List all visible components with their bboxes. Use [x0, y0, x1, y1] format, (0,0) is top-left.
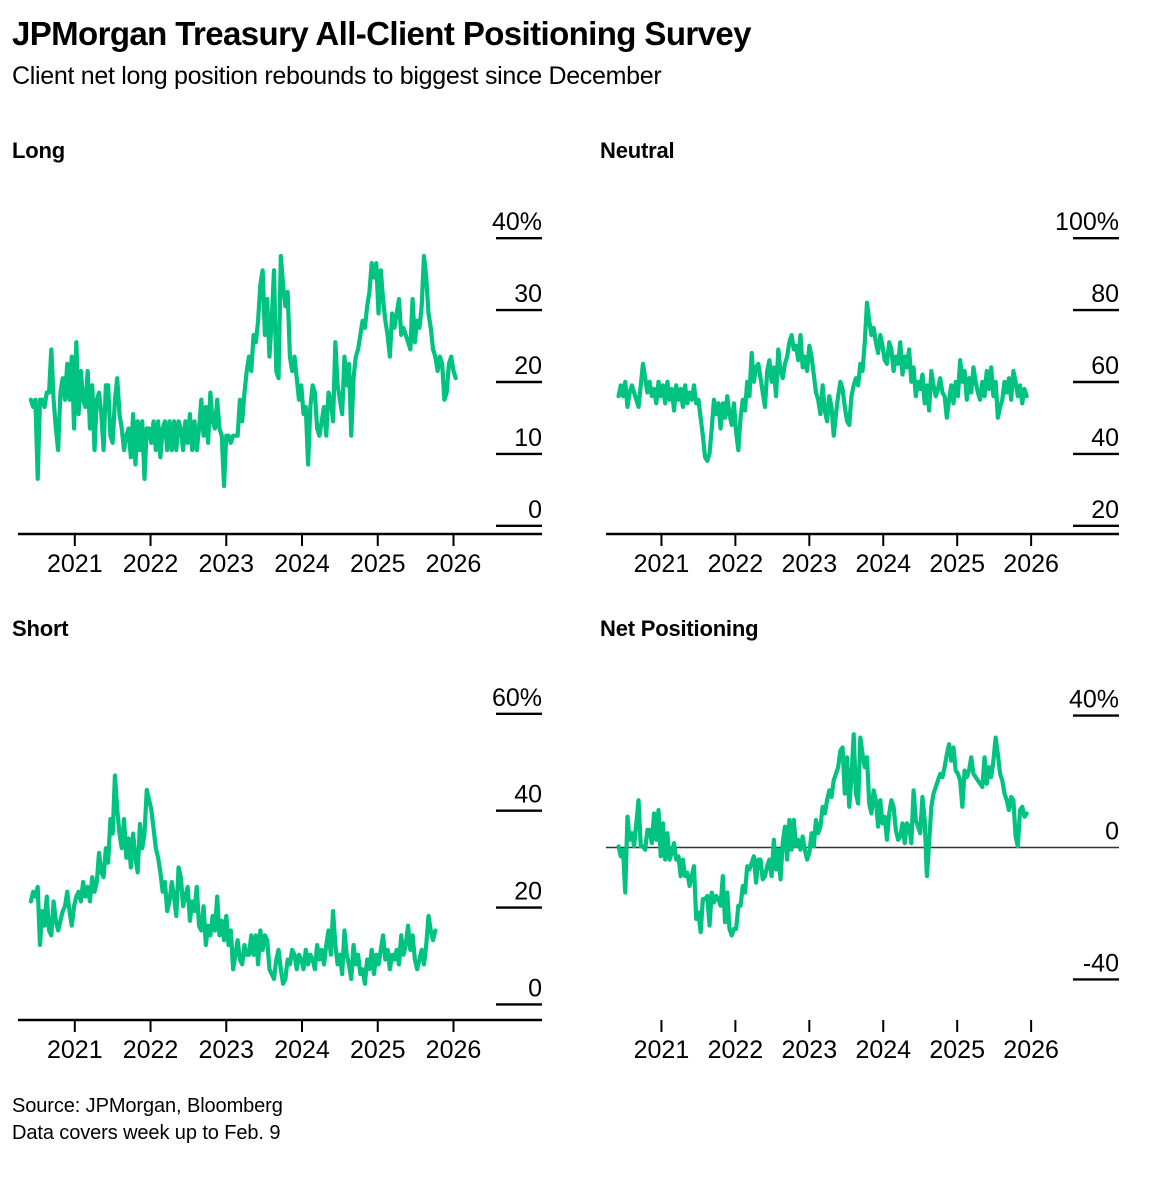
x-tick-label: 2026 — [1003, 550, 1059, 578]
x-tick-label: 2021 — [634, 1036, 690, 1064]
x-tick-label: 2025 — [350, 1036, 406, 1064]
page-title: JPMorgan Treasury All-Client Positioning… — [12, 15, 752, 52]
x-tick-label: 2023 — [198, 1036, 254, 1064]
x-tick-label: 2022 — [123, 550, 179, 578]
x-tick-label: 2022 — [123, 1036, 179, 1064]
footer-note: Data covers week up to Feb. 9 — [12, 1122, 281, 1144]
x-tick-label: 2021 — [47, 1036, 103, 1064]
plot-long: 0 10 20 30 40% 2021 2022 2023 2024 2025 2026 — [12, 168, 572, 578]
y-tick-label: 40% — [1069, 686, 1119, 714]
panel-net-positioning: Net Positioning -40 0 40% 2021 2022 2023 2024 2… — [600, 616, 1149, 1066]
panel-neutral: Neutral 20 40 60 80 100% 2021 2022 2023 2024 2025… — [600, 138, 1149, 578]
x-tick-label: 2022 — [708, 550, 764, 578]
page-subtitle: Client net long position rebounds to big… — [12, 62, 662, 90]
x-tick-label: 2023 — [782, 1036, 838, 1064]
y-tick-label: 0 — [528, 974, 542, 1002]
x-tick-label: 2025 — [929, 550, 985, 578]
x-tick-label: 2025 — [350, 550, 406, 578]
panel-grid: Long 0 10 20 30 40% 2021 2022 2023 2024 2025 2026 … — [0, 138, 1149, 1078]
plot-group: 0 10 20 30 40% 2021 2022 2023 2024 2025 2026 — [18, 208, 542, 578]
y-tick-label: 100% — [1055, 208, 1119, 236]
y-tick-label: 0 — [528, 496, 542, 524]
x-tick-label: 2021 — [47, 550, 103, 578]
x-tick-label: 2024 — [274, 550, 330, 578]
series-line — [28, 253, 458, 489]
header: JPMorgan Treasury All-Client Positioning… — [0, 0, 1149, 93]
plot-group: -40 0 40% 2021 2022 2023 2024 2025 2026 — [606, 686, 1119, 1064]
x-tick-label: 2024 — [855, 1036, 911, 1064]
plot-svg-long: 0 10 20 30 40% 2021 2022 2023 2024 2025 2026 — [18, 208, 542, 578]
x-tick-label: 2022 — [708, 1036, 764, 1064]
footer-source: Source: JPMorgan, Bloomberg — [12, 1095, 283, 1117]
plot-group: 20 40 60 80 100% 2021 2022 2023 2024 2025 2026 — [606, 208, 1119, 578]
x-tick-label: 2026 — [426, 550, 482, 578]
y-tick-label: 40 — [1091, 424, 1119, 452]
panel-short: Short 0 20 40 60% 2021 2022 2023 2024 2025 2026 — [12, 616, 572, 1066]
series-line — [28, 773, 438, 986]
x-tick-label: 2026 — [426, 1036, 482, 1064]
y-tick-label: 20 — [514, 352, 542, 380]
y-tick-label: 10 — [514, 424, 542, 452]
x-tick-label: 2024 — [855, 550, 911, 578]
y-tick-label: 30 — [514, 280, 542, 308]
footer: Source: JPMorgan, Bloomberg Data covers … — [12, 1093, 283, 1147]
x-tick-label: 2023 — [782, 550, 838, 578]
y-tick-label: 60% — [492, 684, 542, 712]
plot-svg-neutral: 20 40 60 80 100% 2021 2022 2023 2024 2025 2026 — [606, 208, 1119, 578]
series-line — [616, 300, 1029, 463]
plot-svg-short: 0 20 40 60% 2021 2022 2023 2024 2025 2026 — [18, 684, 542, 1064]
series-line — [616, 732, 1029, 938]
y-tick-label: 40% — [492, 208, 542, 236]
x-tick-label: 2026 — [1003, 1036, 1059, 1064]
plot-short: 0 20 40 60% 2021 2022 2023 2024 2025 2026 — [12, 646, 572, 1064]
y-tick-label: 0 — [1105, 818, 1119, 846]
y-tick-label: 80 — [1091, 280, 1119, 308]
x-tick-label: 2025 — [929, 1036, 985, 1064]
x-tick-label: 2021 — [634, 550, 690, 578]
y-tick-label: 40 — [514, 781, 542, 809]
x-tick-label: 2024 — [274, 1036, 330, 1064]
panel-title-short: Short — [12, 616, 69, 641]
y-tick-label: 20 — [514, 878, 542, 906]
plot-svg-net-positioning: -40 0 40% 2021 2022 2023 2024 2025 2026 — [606, 686, 1119, 1064]
plot-group: 0 20 40 60% 2021 2022 2023 2024 2025 2026 — [18, 684, 542, 1064]
plot-neutral: 20 40 60 80 100% 2021 2022 2023 2024 2025 2026 — [600, 168, 1149, 578]
panel-title-long: Long — [12, 138, 65, 163]
panel-title-net-positioning: Net Positioning — [600, 616, 759, 641]
panel-title-neutral: Neutral — [600, 138, 675, 163]
y-tick-label: 20 — [1091, 496, 1119, 524]
panel-long: Long 0 10 20 30 40% 2021 2022 2023 2024 2025 2026 — [12, 138, 572, 578]
plot-net-positioning: -40 0 40% 2021 2022 2023 2024 2025 2026 — [600, 646, 1149, 1064]
x-tick-label: 2023 — [198, 550, 254, 578]
y-tick-label: -40 — [1083, 949, 1119, 977]
y-tick-label: 60 — [1091, 352, 1119, 380]
